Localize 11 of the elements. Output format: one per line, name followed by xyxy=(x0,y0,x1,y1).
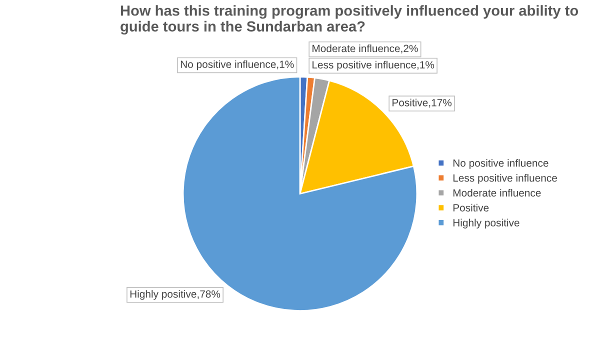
chart-title: How has this training program positively influenced your ability to guide tours in the Sundarban area? xyxy=(120,5,578,35)
legend-label: No positive influence xyxy=(453,159,548,169)
data-label: Moderate influence,2% xyxy=(312,44,418,54)
data-label: No positive influence,1% xyxy=(180,60,294,70)
legend-label: Less positive influence xyxy=(453,174,557,184)
data-label: Highly positive,78% xyxy=(130,290,220,300)
data-label: Less positive influence,1% xyxy=(312,60,434,71)
legend-label: Moderate influence xyxy=(453,188,541,197)
legend-label: Positive xyxy=(453,204,489,212)
data-label: Positive,17% xyxy=(392,98,452,108)
legend-label: Highly positive xyxy=(453,218,520,228)
